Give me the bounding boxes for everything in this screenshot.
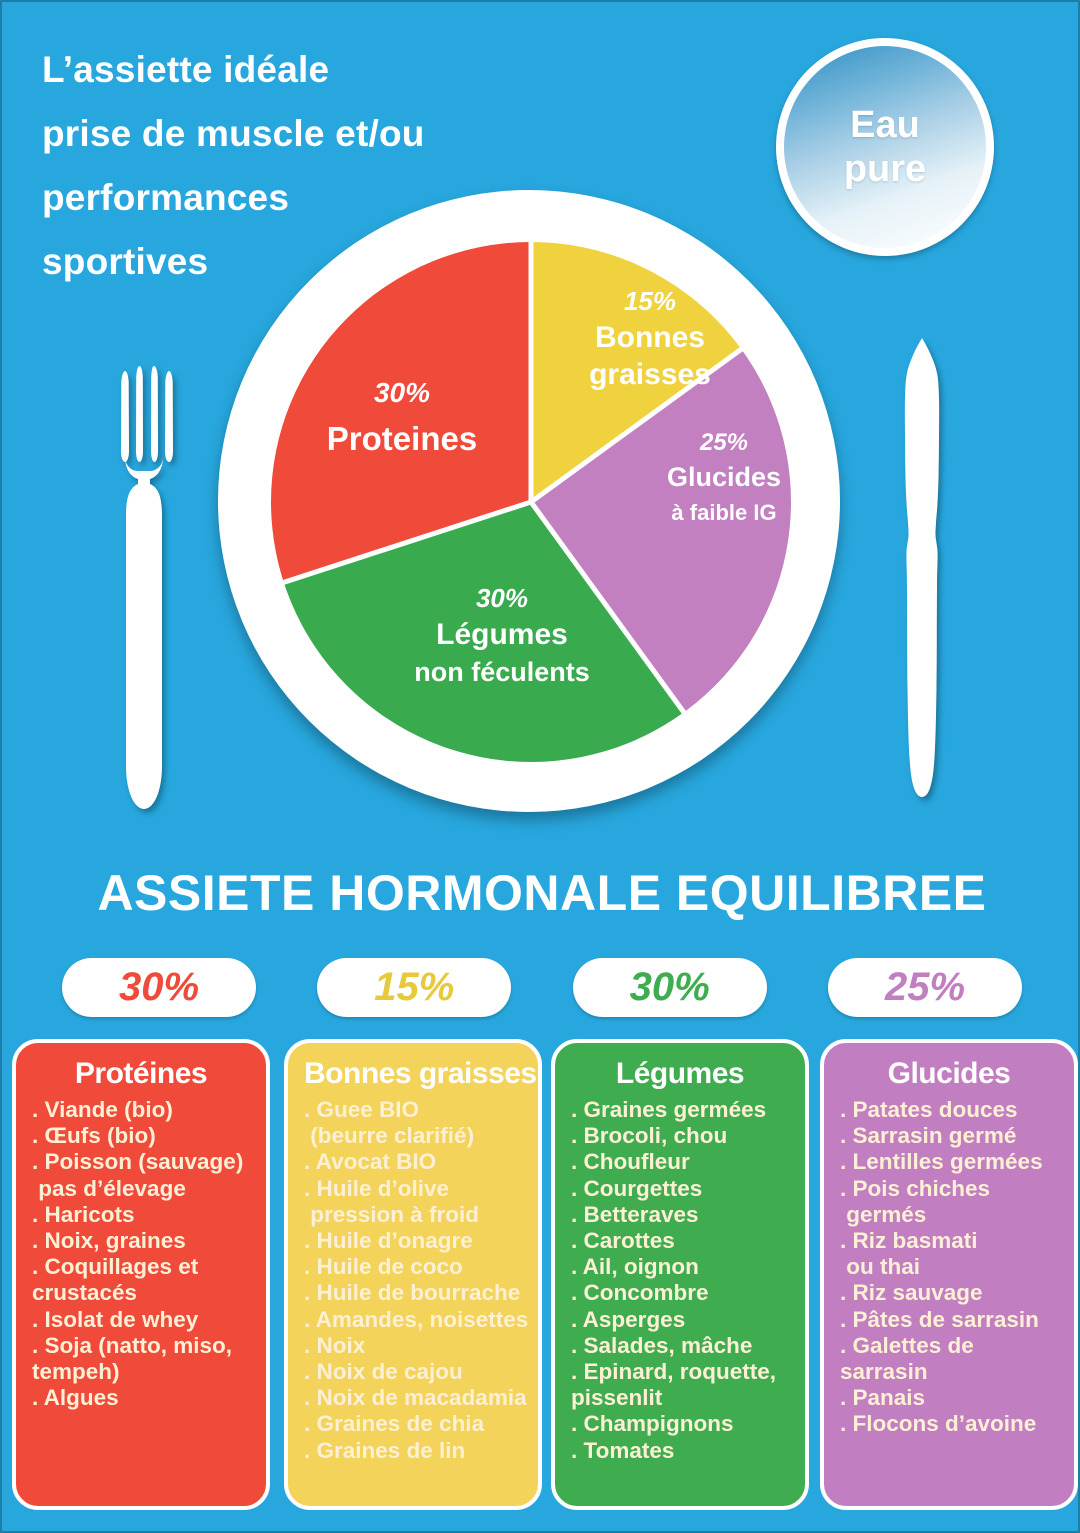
- svg-text:Légumes: Légumes: [436, 618, 568, 651]
- svg-text:à faible IG: à faible IG: [671, 500, 776, 525]
- svg-text:Bonnes: Bonnes: [595, 321, 705, 354]
- svg-text:30%: 30%: [476, 583, 528, 613]
- svg-text:graisses: graisses: [589, 358, 711, 391]
- svg-text:30%: 30%: [374, 377, 430, 408]
- svg-text:Proteines: Proteines: [327, 420, 477, 457]
- svg-text:Glucides: Glucides: [667, 462, 781, 492]
- svg-text:non féculents: non féculents: [414, 657, 590, 687]
- svg-text:15%: 15%: [624, 286, 676, 316]
- svg-text:25%: 25%: [699, 429, 748, 456]
